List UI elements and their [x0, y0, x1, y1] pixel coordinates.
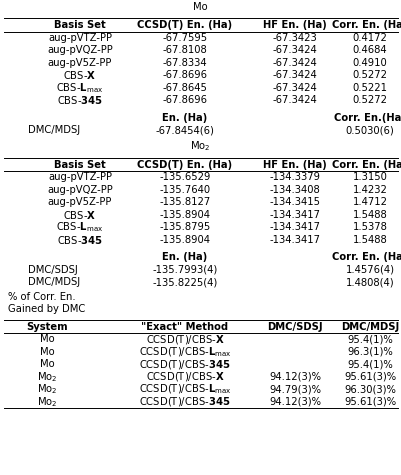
Text: HF En. (Ha): HF En. (Ha) — [263, 160, 326, 170]
Text: Mo: Mo — [40, 334, 54, 344]
Text: -67.3424: -67.3424 — [272, 95, 316, 105]
Text: "Exact" Method: "Exact" Method — [141, 322, 228, 332]
Text: CCSD(T)/CBS-$\mathbf{L}$$_{\mathrm{max}}$: CCSD(T)/CBS-$\mathbf{L}$$_{\mathrm{max}}… — [138, 382, 231, 396]
Text: aug-pV5Z-PP: aug-pV5Z-PP — [48, 197, 112, 207]
Text: CCSD(T) En. (Ha): CCSD(T) En. (Ha) — [137, 20, 232, 30]
Text: CCSD(T)/CBS-$\mathbf{X}$: CCSD(T)/CBS-$\mathbf{X}$ — [145, 333, 224, 346]
Text: 95.4(1)%: 95.4(1)% — [346, 359, 392, 369]
Text: HF En. (Ha): HF En. (Ha) — [263, 20, 326, 30]
Text: aug-pVTZ-PP: aug-pVTZ-PP — [48, 172, 112, 182]
Text: CCSD(T)/CBS-$\mathbf{L}$$_{\mathrm{max}}$: CCSD(T)/CBS-$\mathbf{L}$$_{\mathrm{max}}… — [138, 345, 231, 359]
Text: CBS-$\mathbf{X}$: CBS-$\mathbf{X}$ — [63, 209, 96, 221]
Text: DMC/MDSJ: DMC/MDSJ — [340, 322, 398, 332]
Text: -135.6529: -135.6529 — [159, 172, 210, 182]
Text: aug-pVQZ-PP: aug-pVQZ-PP — [47, 45, 113, 55]
Text: 95.61(3)%: 95.61(3)% — [343, 397, 395, 407]
Text: 1.5488: 1.5488 — [352, 235, 387, 245]
Text: 0.4910: 0.4910 — [352, 58, 387, 68]
Text: Mo: Mo — [40, 347, 54, 357]
Text: 0.5030(6): 0.5030(6) — [345, 125, 393, 135]
Text: % of Corr. En.: % of Corr. En. — [8, 292, 75, 302]
Text: -134.3408: -134.3408 — [269, 185, 320, 195]
Text: DMC/SDSJ: DMC/SDSJ — [267, 322, 322, 332]
Text: CCSD(T)/CBS-$\mathbf{345}$: CCSD(T)/CBS-$\mathbf{345}$ — [139, 358, 230, 371]
Text: CBS-$\mathbf{L}$$_{\mathrm{max}}$: CBS-$\mathbf{L}$$_{\mathrm{max}}$ — [56, 81, 103, 95]
Text: DMC/SDSJ: DMC/SDSJ — [28, 265, 77, 275]
Text: -67.3424: -67.3424 — [272, 58, 316, 68]
Text: Mo$_2$: Mo$_2$ — [36, 395, 57, 408]
Text: -67.8696: -67.8696 — [162, 95, 207, 105]
Text: -67.7595: -67.7595 — [162, 33, 207, 43]
Text: 0.4172: 0.4172 — [352, 33, 387, 43]
Text: CCSD(T)/CBS-$\mathbf{345}$: CCSD(T)/CBS-$\mathbf{345}$ — [139, 395, 230, 408]
Text: DMC/MDSJ: DMC/MDSJ — [28, 277, 80, 287]
Text: -67.8334: -67.8334 — [162, 58, 207, 68]
Text: -135.8225(4): -135.8225(4) — [152, 277, 217, 287]
Text: 0.4684: 0.4684 — [352, 45, 386, 55]
Text: CCSD(T) En. (Ha): CCSD(T) En. (Ha) — [137, 160, 232, 170]
Text: -67.3424: -67.3424 — [272, 45, 316, 55]
Text: -134.3379: -134.3379 — [269, 172, 320, 182]
Text: Corr. En. (Ha): Corr. En. (Ha) — [332, 252, 401, 262]
Text: Mo: Mo — [40, 359, 54, 369]
Text: Corr. En. (Ha): Corr. En. (Ha) — [332, 20, 401, 30]
Text: -135.8127: -135.8127 — [159, 197, 210, 207]
Text: System: System — [26, 322, 68, 332]
Text: En. (Ha): En. (Ha) — [162, 252, 207, 262]
Text: CBS-$\mathbf{X}$: CBS-$\mathbf{X}$ — [63, 69, 96, 81]
Text: Mo: Mo — [192, 2, 207, 12]
Text: 0.5221: 0.5221 — [352, 83, 387, 93]
Text: -67.8108: -67.8108 — [162, 45, 207, 55]
Text: aug-pVQZ-PP: aug-pVQZ-PP — [47, 185, 113, 195]
Text: 0.5272: 0.5272 — [352, 70, 387, 80]
Text: 1.5488: 1.5488 — [352, 210, 387, 220]
Text: En. (Ha): En. (Ha) — [162, 113, 207, 123]
Text: 1.4232: 1.4232 — [352, 185, 387, 195]
Text: CBS-$\mathbf{345}$: CBS-$\mathbf{345}$ — [57, 94, 103, 106]
Text: 96.3(1)%: 96.3(1)% — [346, 347, 392, 357]
Text: Mo$_2$: Mo$_2$ — [189, 140, 210, 153]
Text: CBS-$\mathbf{L}$$_{\mathrm{max}}$: CBS-$\mathbf{L}$$_{\mathrm{max}}$ — [56, 220, 103, 234]
Text: -135.8904: -135.8904 — [159, 235, 210, 245]
Text: Basis Set: Basis Set — [54, 160, 105, 170]
Text: 1.4712: 1.4712 — [352, 197, 387, 207]
Text: -135.7993(4): -135.7993(4) — [152, 265, 217, 275]
Text: -134.3417: -134.3417 — [269, 235, 320, 245]
Text: 1.4808(4): 1.4808(4) — [345, 277, 393, 287]
Text: -135.8795: -135.8795 — [159, 222, 210, 232]
Text: -67.8645: -67.8645 — [162, 83, 207, 93]
Text: aug-pVTZ-PP: aug-pVTZ-PP — [48, 33, 112, 43]
Text: Mo$_2$: Mo$_2$ — [36, 370, 57, 384]
Text: -67.3423: -67.3423 — [272, 33, 316, 43]
Text: -67.3424: -67.3424 — [272, 70, 316, 80]
Text: -134.3417: -134.3417 — [269, 210, 320, 220]
Text: Mo$_2$: Mo$_2$ — [36, 382, 57, 396]
Text: 95.4(1)%: 95.4(1)% — [346, 334, 392, 344]
Text: Gained by DMC: Gained by DMC — [8, 304, 85, 314]
Text: 1.3150: 1.3150 — [352, 172, 387, 182]
Text: 94.79(3)%: 94.79(3)% — [268, 384, 320, 394]
Text: -67.3424: -67.3424 — [272, 83, 316, 93]
Text: aug-pV5Z-PP: aug-pV5Z-PP — [48, 58, 112, 68]
Text: 0.5272: 0.5272 — [352, 95, 387, 105]
Text: Basis Set: Basis Set — [54, 20, 105, 30]
Text: -134.3417: -134.3417 — [269, 222, 320, 232]
Text: Corr. En.(Ha): Corr. En.(Ha) — [333, 113, 401, 123]
Text: 95.61(3)%: 95.61(3)% — [343, 372, 395, 382]
Text: DMC/MDSJ: DMC/MDSJ — [28, 125, 80, 135]
Text: -135.8904: -135.8904 — [159, 210, 210, 220]
Text: -67.8696: -67.8696 — [162, 70, 207, 80]
Text: 96.30(3)%: 96.30(3)% — [343, 384, 395, 394]
Text: CBS-$\mathbf{345}$: CBS-$\mathbf{345}$ — [57, 234, 103, 246]
Text: -134.3415: -134.3415 — [269, 197, 320, 207]
Text: 1.4576(4): 1.4576(4) — [344, 265, 393, 275]
Text: -67.8454(6): -67.8454(6) — [155, 125, 214, 135]
Text: 94.12(3)%: 94.12(3)% — [268, 397, 320, 407]
Text: 1.5378: 1.5378 — [352, 222, 387, 232]
Text: 94.12(3)%: 94.12(3)% — [268, 372, 320, 382]
Text: Corr. En. (Ha): Corr. En. (Ha) — [332, 160, 401, 170]
Text: -135.7640: -135.7640 — [159, 185, 210, 195]
Text: CCSD(T)/CBS-$\mathbf{X}$: CCSD(T)/CBS-$\mathbf{X}$ — [145, 370, 224, 383]
